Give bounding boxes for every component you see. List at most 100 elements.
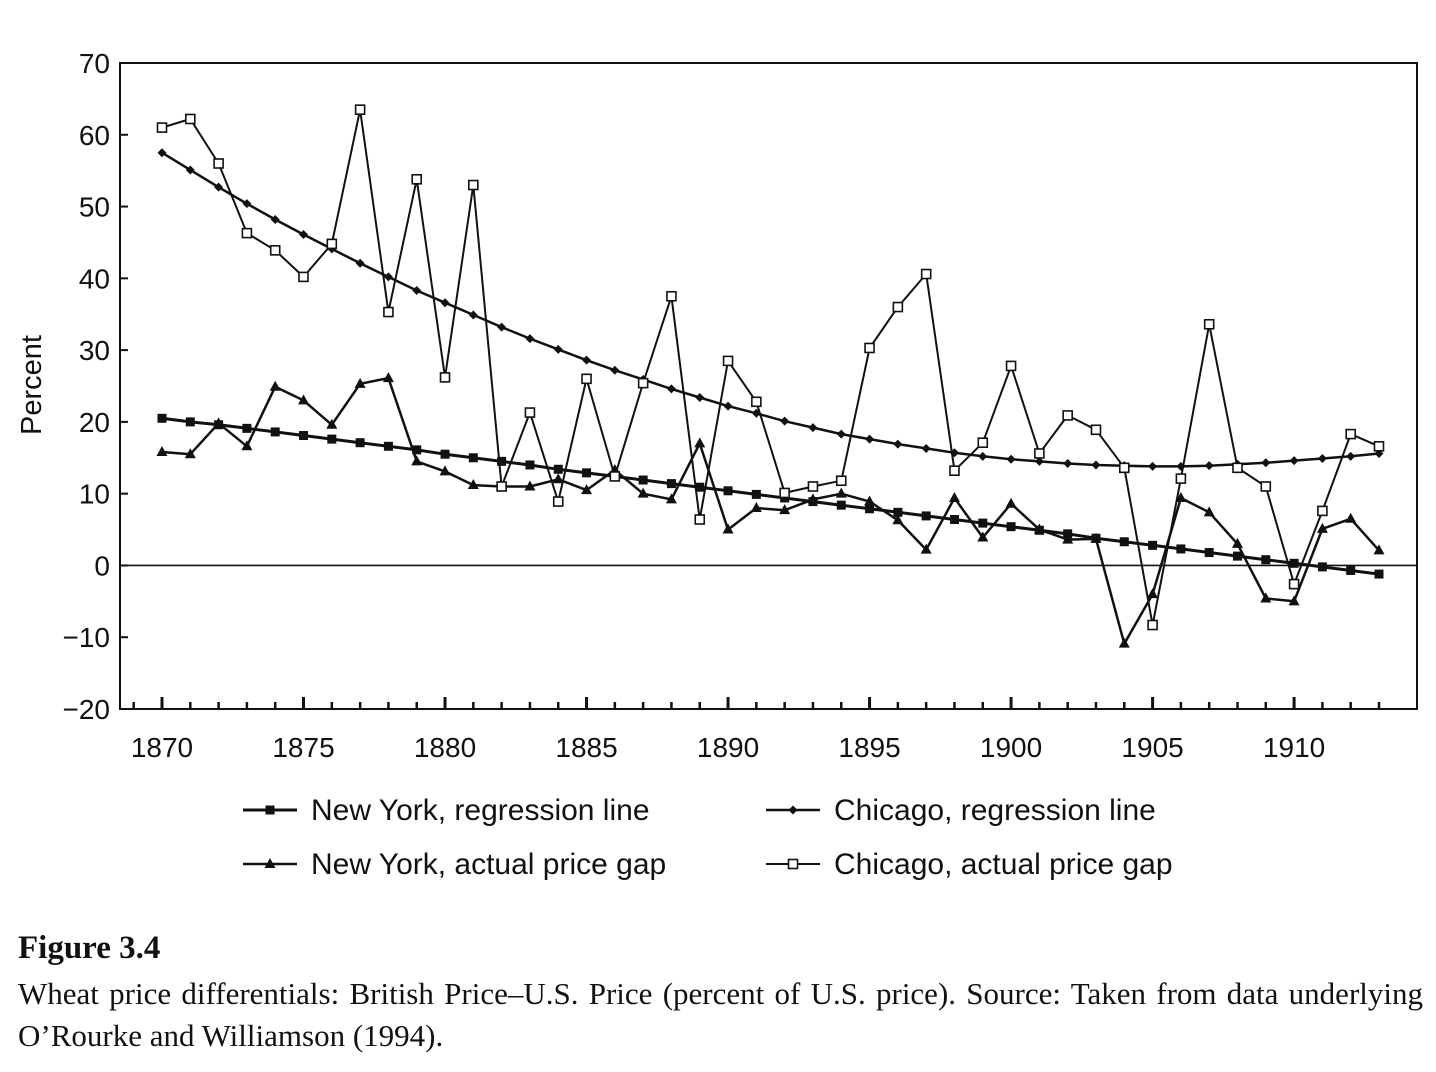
data-point-series-3 xyxy=(1062,533,1074,544)
legend-label: New York, regression line xyxy=(311,794,650,827)
x-tick-label: 1870 xyxy=(131,732,193,763)
data-point-series-4 xyxy=(1232,462,1243,474)
data-point-series-3 xyxy=(241,440,253,451)
data-point-series-3 xyxy=(835,487,847,498)
legend-item: Chicago, regression line xyxy=(766,794,1156,827)
data-point-series-4 xyxy=(892,301,904,313)
data-point-series-4 xyxy=(751,396,762,408)
data-point-series-3 xyxy=(1288,595,1300,606)
data-point-series-4 xyxy=(864,342,875,354)
data-point-series-4 xyxy=(468,179,479,191)
x-tick-label: 1890 xyxy=(697,732,759,763)
x-tick-label: 1875 xyxy=(272,732,334,763)
data-point-series-1 xyxy=(638,475,648,485)
data-point-series-4 xyxy=(1147,619,1158,631)
series-line xyxy=(161,151,1380,468)
data-point-series-2 xyxy=(1148,461,1158,471)
data-point-series-4 xyxy=(552,496,564,507)
series-3 xyxy=(156,372,1385,648)
data-point-series-3 xyxy=(156,446,168,457)
legend: New York, regression line Chicago, regres… xyxy=(243,794,1173,881)
data-point-series-4 xyxy=(496,481,507,492)
data-point-series-3 xyxy=(1175,491,1187,502)
data-point-series-1 xyxy=(553,464,563,474)
legend-item: New York, regression line xyxy=(243,794,650,827)
data-point-series-3 xyxy=(1203,506,1215,517)
data-point-series-2 xyxy=(242,199,252,209)
data-point-series-4 xyxy=(637,377,649,389)
data-point-series-4 xyxy=(1260,481,1272,492)
data-point-series-2 xyxy=(836,429,846,439)
data-point-series-4 xyxy=(524,407,536,418)
data-point-series-3 xyxy=(581,484,593,495)
data-point-series-4 xyxy=(1288,578,1300,590)
data-point-series-1 xyxy=(1006,522,1016,532)
x-tick-label: 1880 xyxy=(414,732,476,763)
data-point-series-3 xyxy=(779,504,791,515)
data-point-series-3 xyxy=(1090,532,1102,543)
data-point-series-3 xyxy=(1373,544,1385,555)
data-point-series-1 xyxy=(497,456,507,466)
data-point-series-1 xyxy=(1119,537,1129,547)
data-point-series-1 xyxy=(978,518,988,528)
data-point-series-2 xyxy=(1346,451,1356,461)
data-point-legend-1 xyxy=(265,805,275,815)
data-point-series-2 xyxy=(1204,461,1214,471)
data-point-series-4 xyxy=(213,158,224,169)
data-point-series-2 xyxy=(214,182,224,192)
data-point-series-2 xyxy=(412,286,422,296)
legend-label: New York, actual price gap xyxy=(311,848,666,881)
data-point-series-2 xyxy=(780,416,790,426)
series-line xyxy=(161,376,1380,645)
x-tick-label: 1910 xyxy=(1263,732,1325,763)
data-point-series-2 xyxy=(270,214,280,224)
data-point-series-1 xyxy=(242,423,252,433)
data-point-series-4 xyxy=(581,373,592,385)
data-point-series-4 xyxy=(1175,473,1187,484)
data-point-series-1 xyxy=(270,427,280,437)
data-point-series-1 xyxy=(185,417,195,427)
data-point-series-4 xyxy=(1317,505,1328,517)
data-point-series-4 xyxy=(354,104,366,115)
data-point-series-2 xyxy=(893,439,903,449)
data-point-series-4 xyxy=(1345,428,1356,440)
data-point-series-2 xyxy=(553,344,563,354)
data-point-series-3 xyxy=(722,523,734,534)
data-point-series-2 xyxy=(1261,458,1271,468)
data-point-series-4 xyxy=(439,372,451,383)
x-tick-label: 1900 xyxy=(980,732,1042,763)
data-point-series-4 xyxy=(722,355,734,367)
data-point-series-1 xyxy=(1374,569,1384,579)
data-point-series-4 xyxy=(949,465,960,476)
data-point-series-1 xyxy=(412,445,422,455)
data-point-series-4 xyxy=(326,238,338,250)
data-point-series-4 xyxy=(1118,462,1130,474)
data-point-series-4 xyxy=(1062,410,1073,421)
data-point-series-2 xyxy=(1006,454,1016,464)
data-point-series-2 xyxy=(695,392,705,402)
data-point-series-2 xyxy=(1289,456,1299,466)
data-point-series-3 xyxy=(382,372,394,383)
data-point-series-4 xyxy=(1005,360,1017,372)
x-tick-label: 1895 xyxy=(838,732,900,763)
y-tick-label: 10 xyxy=(79,479,110,510)
data-point-series-3 xyxy=(1260,592,1272,603)
data-point-series-3 xyxy=(920,543,932,554)
data-point-series-3 xyxy=(807,493,819,504)
legend-label: Chicago, actual price gap xyxy=(834,848,1173,881)
y-tick-label: −10 xyxy=(63,622,111,653)
data-point-series-2 xyxy=(157,148,167,158)
data-point-series-4 xyxy=(1090,424,1102,436)
data-point-series-4 xyxy=(1203,318,1215,330)
data-point-series-3 xyxy=(326,418,338,429)
data-point-series-2 xyxy=(808,423,818,433)
data-point-series-2 xyxy=(440,298,450,308)
y-axis-title: Percent xyxy=(16,335,48,435)
data-point-series-1 xyxy=(525,460,535,470)
data-point-series-2 xyxy=(1034,456,1044,466)
data-point-series-1 xyxy=(1204,548,1214,558)
data-point-series-3 xyxy=(1316,522,1328,533)
data-point-series-4 xyxy=(185,113,196,125)
plot-frame xyxy=(119,62,1418,710)
data-point-series-1 xyxy=(327,434,337,444)
